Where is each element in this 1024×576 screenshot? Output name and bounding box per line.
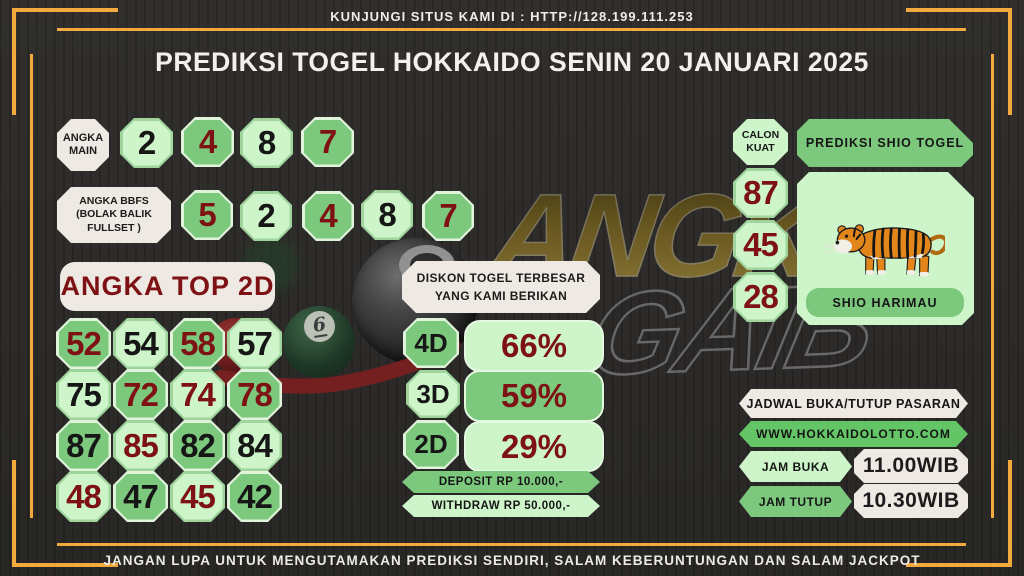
corner-br-v	[1008, 460, 1012, 567]
frame-left-line	[30, 54, 33, 518]
footer-note: JANGAN LUPA UNTUK MENGUTAMAKAN PREDIKSI …	[103, 552, 921, 568]
corner-br-h	[906, 563, 1012, 567]
angka-bbfs-label: ANGKA BBFS (BOLAK BALIK FULLSET )	[57, 187, 171, 243]
top2d-cell: 72	[113, 369, 168, 420]
top2d-cell: 84	[227, 420, 282, 471]
frame-bottom-line	[57, 543, 966, 546]
angka-main-number: 4	[181, 117, 234, 167]
tiger-icon	[823, 218, 945, 282]
angka-bbfs-number: 4	[302, 191, 354, 241]
jam-tutup-label: JAM TUTUP	[739, 486, 852, 517]
jam-buka-label: JAM BUKA	[739, 451, 852, 482]
top2d-cell: 48	[56, 471, 111, 522]
angka-bbfs-number: 2	[240, 191, 292, 241]
top2d-cell: 78	[227, 369, 282, 420]
shio-name-badge: SHIO HARIMAU	[806, 288, 964, 317]
diskon-row-value: 66%	[464, 320, 604, 372]
shio-title: PREDIKSI SHIO TOGEL	[797, 119, 973, 167]
jam-buka-value: 11.00WIB	[854, 449, 968, 483]
corner-bl-v	[12, 460, 16, 567]
top2d-cell: 47	[113, 471, 168, 522]
angka-bbfs-number: 8	[361, 190, 413, 240]
diskon-row-value: 59%	[464, 370, 604, 422]
frame-top-line	[57, 28, 966, 31]
diskon-row-value: 29%	[464, 421, 604, 472]
angka-bbfs-number: 7	[422, 191, 474, 241]
jam-tutup-value: 10.30WIB	[854, 484, 968, 518]
angka-main-number: 8	[240, 118, 293, 168]
top2d-cell: 45	[170, 471, 225, 522]
jadwal-title: JADWAL BUKA/TUTUP PASARAN	[739, 389, 968, 418]
website-banner[interactable]: WWW.HOKKAIDOLOTTO.COM	[739, 421, 968, 447]
page-title: PREDIKSI TOGEL HOKKAIDO SENIN 20 JANUARI…	[155, 46, 869, 77]
billiard-6-ball-circle: 6	[304, 311, 335, 342]
top2d-cell: 58	[170, 318, 225, 369]
diskon-row-label: 4D	[403, 318, 459, 368]
diskon-row-label: 3D	[406, 370, 460, 418]
corner-tr-v	[1008, 8, 1012, 115]
calon-kuat-label: CALON KUAT	[733, 119, 788, 165]
top2d-cell: 57	[227, 318, 282, 369]
top2d-cell: 54	[113, 318, 168, 369]
top2d-cell: 82	[170, 420, 225, 471]
billiard-6-ball: 6	[283, 306, 355, 378]
top2d-cell: 52	[56, 318, 111, 369]
angka-main-number: 7	[301, 117, 354, 167]
calon-kuat-number: 45	[733, 220, 788, 270]
calon-kuat-number: 87	[733, 168, 788, 218]
top2d-cell: 42	[227, 471, 282, 522]
angka-main-number: 2	[120, 118, 173, 168]
diskon-title: DISKON TOGEL TERBESAR YANG KAMI BERIKAN	[402, 261, 600, 313]
angka-bbfs-number: 5	[181, 190, 233, 240]
top2d-cell: 87	[56, 420, 111, 471]
withdraw-banner: WITHDRAW RP 50.000,-	[402, 495, 600, 517]
angka-main-label: ANGKA MAIN	[57, 119, 109, 171]
corner-tl-h	[12, 8, 118, 12]
calon-kuat-number: 28	[733, 272, 788, 322]
angka-top-2d-title: ANGKA TOP 2D	[60, 262, 275, 311]
frame-right-line	[991, 54, 994, 518]
visit-url-text[interactable]: KUNJUNGI SITUS KAMI DI : HTTP://128.199.…	[330, 8, 694, 24]
top2d-cell: 85	[113, 420, 168, 471]
diskon-row-label: 2D	[403, 420, 459, 469]
top2d-cell: 74	[170, 369, 225, 420]
deposit-banner: DEPOSIT RP 10.000,-	[402, 471, 600, 493]
corner-tl-v	[12, 8, 16, 115]
top2d-cell: 75	[56, 369, 111, 420]
corner-tr-h	[906, 8, 1012, 12]
corner-bl-h	[12, 563, 118, 567]
shio-card: SHIO HARIMAU	[797, 172, 974, 325]
